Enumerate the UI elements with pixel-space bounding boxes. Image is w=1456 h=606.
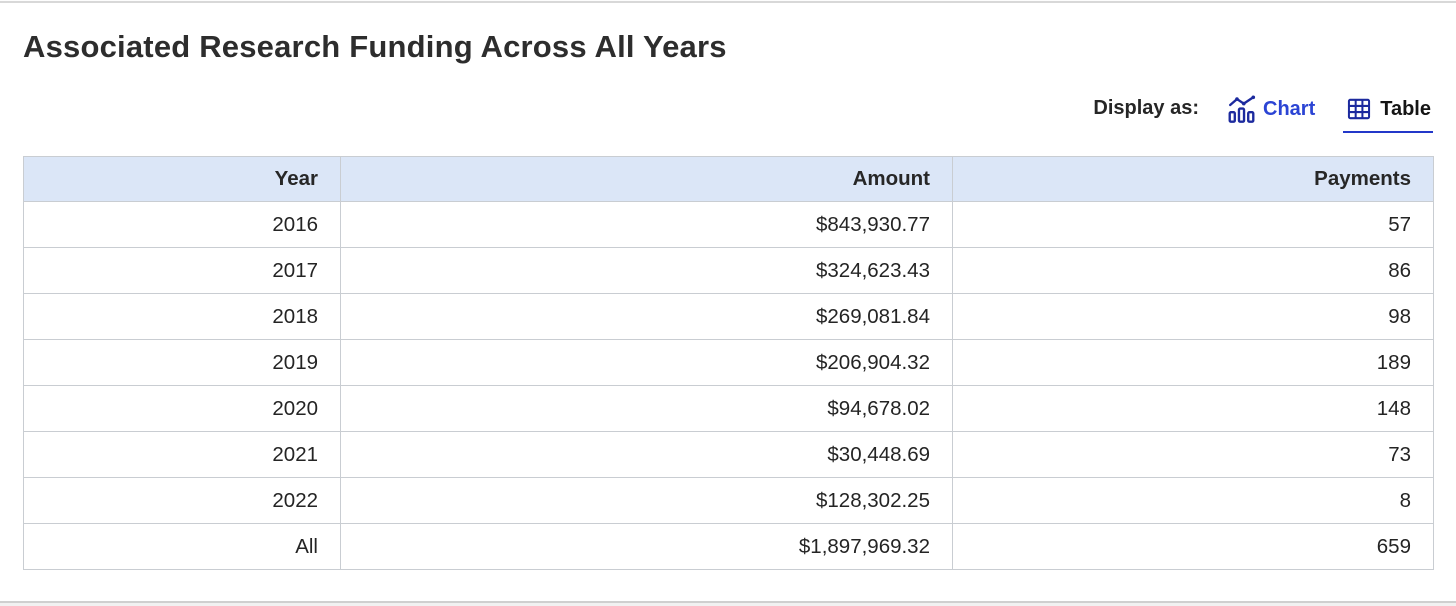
table-row: 2017 $324,623.43 86	[23, 247, 1434, 294]
table-header-payments: Payments	[952, 156, 1434, 202]
cell-payments: 73	[952, 431, 1434, 478]
table-row: 2019 $206,904.32 189	[23, 339, 1434, 386]
cell-amount: $843,930.77	[340, 201, 953, 248]
cell-year: 2019	[23, 339, 341, 386]
top-divider	[0, 0, 1456, 3]
cell-payments: 189	[952, 339, 1434, 386]
cell-amount: $128,302.25	[340, 477, 953, 524]
table-row: 2021 $30,448.69 73	[23, 431, 1434, 478]
page-title: Associated Research Funding Across All Y…	[23, 29, 727, 64]
cell-year: 2022	[23, 477, 341, 524]
chart-icon	[1227, 95, 1256, 124]
cell-amount: $269,081.84	[340, 293, 953, 340]
cell-year: 2020	[23, 385, 341, 432]
chart-view-button[interactable]: Chart	[1225, 90, 1317, 132]
table-header-year: Year	[23, 156, 341, 202]
funding-table: Year Amount Payments 2016 $843,930.77 57 20…	[23, 156, 1434, 570]
cell-payments: 659	[952, 523, 1434, 570]
cell-year: 2021	[23, 431, 341, 478]
table-view-button[interactable]: Table	[1343, 90, 1433, 133]
display-toolbar: Display as: Chart Table	[0, 90, 1456, 134]
display-as-label: Display as:	[1093, 97, 1199, 119]
cell-payments: 57	[952, 201, 1434, 248]
cell-year: 2017	[23, 247, 341, 294]
cell-year: All	[23, 523, 341, 570]
cell-payments: 8	[952, 477, 1434, 524]
table-header-amount: Amount	[340, 156, 953, 202]
table-icon	[1345, 95, 1373, 123]
table-row: All $1,897,969.32 659	[23, 523, 1434, 570]
bottom-divider	[0, 601, 1456, 606]
cell-amount: $30,448.69	[340, 431, 953, 478]
cell-payments: 98	[952, 293, 1434, 340]
table-header-row: Year Amount Payments	[23, 156, 1434, 202]
cell-amount: $324,623.43	[340, 247, 953, 294]
table-body: 2016 $843,930.77 57 2017 $324,623.43 86 2018 $2…	[23, 201, 1434, 570]
cell-payments: 86	[952, 247, 1434, 294]
cell-amount: $94,678.02	[340, 385, 953, 432]
table-row: 2016 $843,930.77 57	[23, 201, 1434, 248]
cell-year: 2018	[23, 293, 341, 340]
chart-view-label: Chart	[1263, 98, 1316, 120]
table-row: 2020 $94,678.02 148	[23, 385, 1434, 432]
table-row: 2022 $128,302.25 8	[23, 477, 1434, 524]
cell-year: 2016	[23, 201, 341, 248]
cell-amount: $1,897,969.32	[340, 523, 953, 570]
cell-payments: 148	[952, 385, 1434, 432]
cell-amount: $206,904.32	[340, 339, 953, 386]
table-view-label: Table	[1380, 97, 1431, 120]
table-row: 2018 $269,081.84 98	[23, 293, 1434, 340]
